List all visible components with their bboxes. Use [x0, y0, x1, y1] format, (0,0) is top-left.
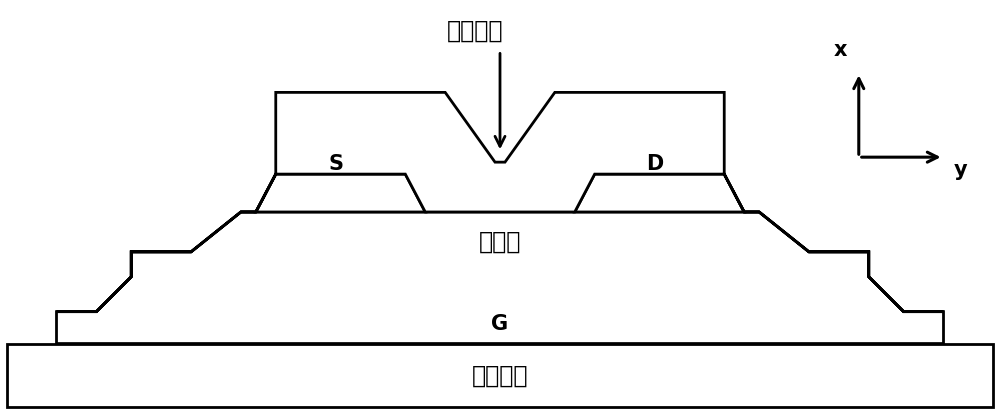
Text: x: x: [834, 40, 848, 61]
Polygon shape: [575, 174, 744, 212]
Polygon shape: [7, 344, 993, 407]
Polygon shape: [57, 212, 943, 344]
Polygon shape: [306, 304, 694, 344]
Text: 绣缘层: 绣缘层: [479, 230, 521, 254]
Text: G: G: [491, 314, 509, 334]
Text: D: D: [646, 154, 663, 174]
Text: 玻璃基板: 玻璃基板: [472, 363, 528, 387]
Polygon shape: [57, 92, 943, 311]
Text: 有机材料: 有机材料: [447, 19, 503, 42]
Text: S: S: [328, 154, 343, 174]
Text: y: y: [953, 160, 967, 180]
Polygon shape: [256, 174, 425, 212]
